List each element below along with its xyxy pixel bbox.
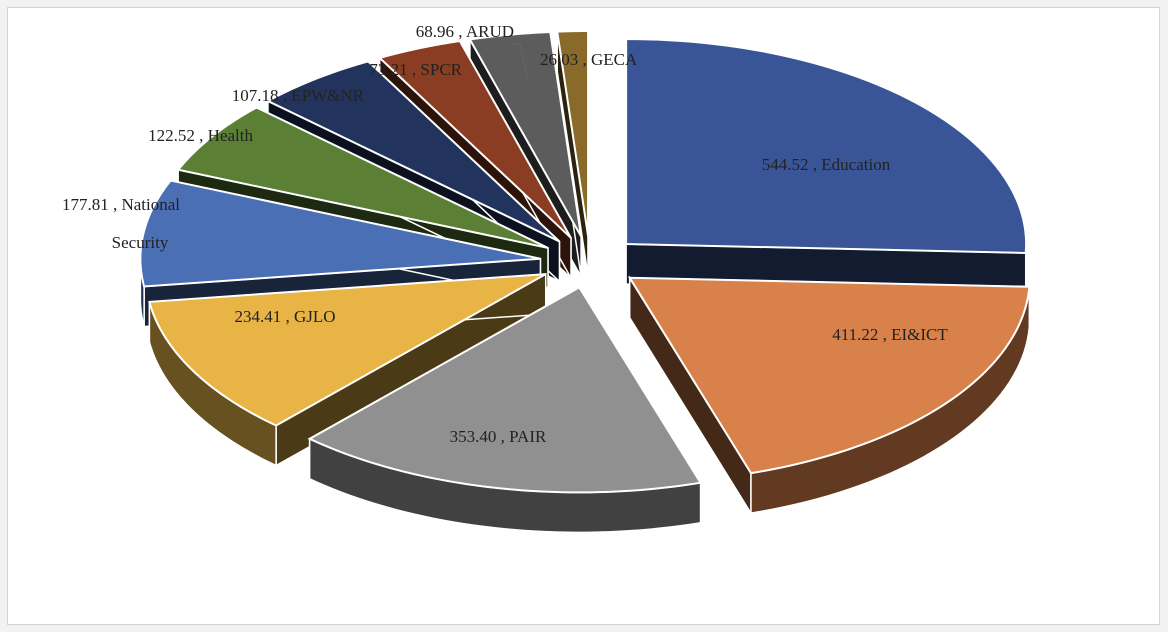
pie-label-spcr: 73.21 , SPCR bbox=[369, 60, 462, 79]
pie-label-national-security-line-2: Security bbox=[112, 233, 169, 252]
pie-label-epw-nr: 107.18 , EPW&NR bbox=[232, 86, 365, 105]
pie-slice-ei-ict bbox=[627, 275, 1031, 516]
pie-label-gjlo: 234.41 , GJLO bbox=[234, 307, 335, 326]
pie-slices bbox=[139, 30, 1031, 534]
pie-label-arud: 68.96 , ARUD bbox=[416, 22, 514, 41]
pie-label-geca: 26.03 , GECA bbox=[540, 50, 638, 69]
pie-label-national-security-line-1: 177.81 , National bbox=[62, 195, 180, 214]
pie-label-ei-ict: 411.22 , EI&ICT bbox=[832, 325, 948, 344]
pie-slice-geca bbox=[556, 30, 590, 277]
pie-label-education: 544.52 , Education bbox=[762, 155, 891, 174]
pie-label-health: 122.52 , Health bbox=[148, 126, 253, 145]
pie-slice-gjlo bbox=[148, 272, 547, 467]
pie-leader-line-arud bbox=[510, 43, 529, 83]
pie-labels: 544.52 , Education 411.22 , EI&ICT 353.40 … bbox=[62, 22, 948, 446]
pie-label-pair: 353.40 , PAIR bbox=[450, 427, 547, 446]
pie-slice-pair bbox=[307, 284, 703, 534]
